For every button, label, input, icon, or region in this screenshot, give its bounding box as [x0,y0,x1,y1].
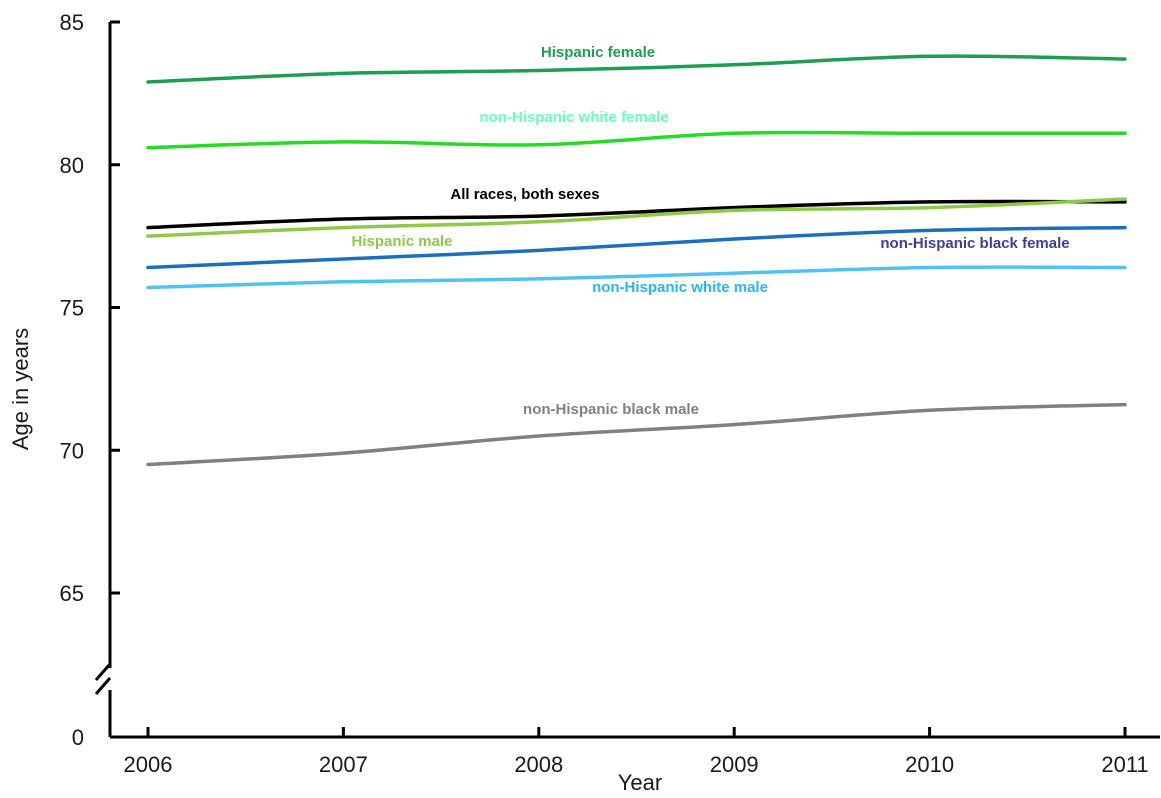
axes [94,22,1160,739]
series-label-non-hispanic-white-male: non-Hispanic white male [592,279,768,296]
series-label-hispanic-male: Hispanic male [352,233,453,250]
series-labels: Hispanic female non-Hispanic white female… [352,44,1070,418]
series-label-non-hispanic-black-female: non-Hispanic black female [880,235,1069,252]
series-line-non-hispanic-white-male [146,265,1127,290]
series-line-non-hispanic-black-female [146,225,1127,270]
series-layer [146,54,1127,467]
series-label-non-hispanic-black-male: non-Hispanic black male [523,401,699,418]
series-label-non-hispanic-white-female: non-Hispanic white female [479,109,668,126]
x-axis-title: Year [618,770,662,795]
series-label-all-races-both-sexes: All races, both sexes [450,186,599,203]
series-label-hispanic-female: Hispanic female [541,44,655,61]
x-tick-label: 2011 [1101,752,1148,777]
y-tick-label: 0 [72,725,84,750]
x-tick-label: 2009 [710,752,759,777]
series-line-non-hispanic-white-female [146,130,1127,150]
x-tick-label: 2010 [905,752,954,777]
y-tick-label: 70 [60,438,84,463]
series-line-hispanic-female [146,54,1127,84]
y-tick-label: 65 [60,581,84,606]
y-tick-label: 80 [60,153,84,178]
y-tick-label: 75 [60,296,84,321]
x-tick-label: 2008 [514,752,563,777]
x-tick-label: 2006 [124,752,173,777]
series-line-non-hispanic-black-male [146,402,1127,467]
x-tick-label: 2007 [319,752,368,777]
y-axis-title: Age in years [8,328,33,450]
x-ticks: 2006 2007 2008 2009 2010 2011 [124,727,1149,777]
axis-break-marker [94,663,112,695]
series-line-hispanic-male [146,197,1127,238]
series-line-all-races-both-sexes [146,199,1127,230]
y-ticks: 0 65 70 75 80 85 [60,10,120,750]
y-tick-label: 85 [60,10,84,35]
